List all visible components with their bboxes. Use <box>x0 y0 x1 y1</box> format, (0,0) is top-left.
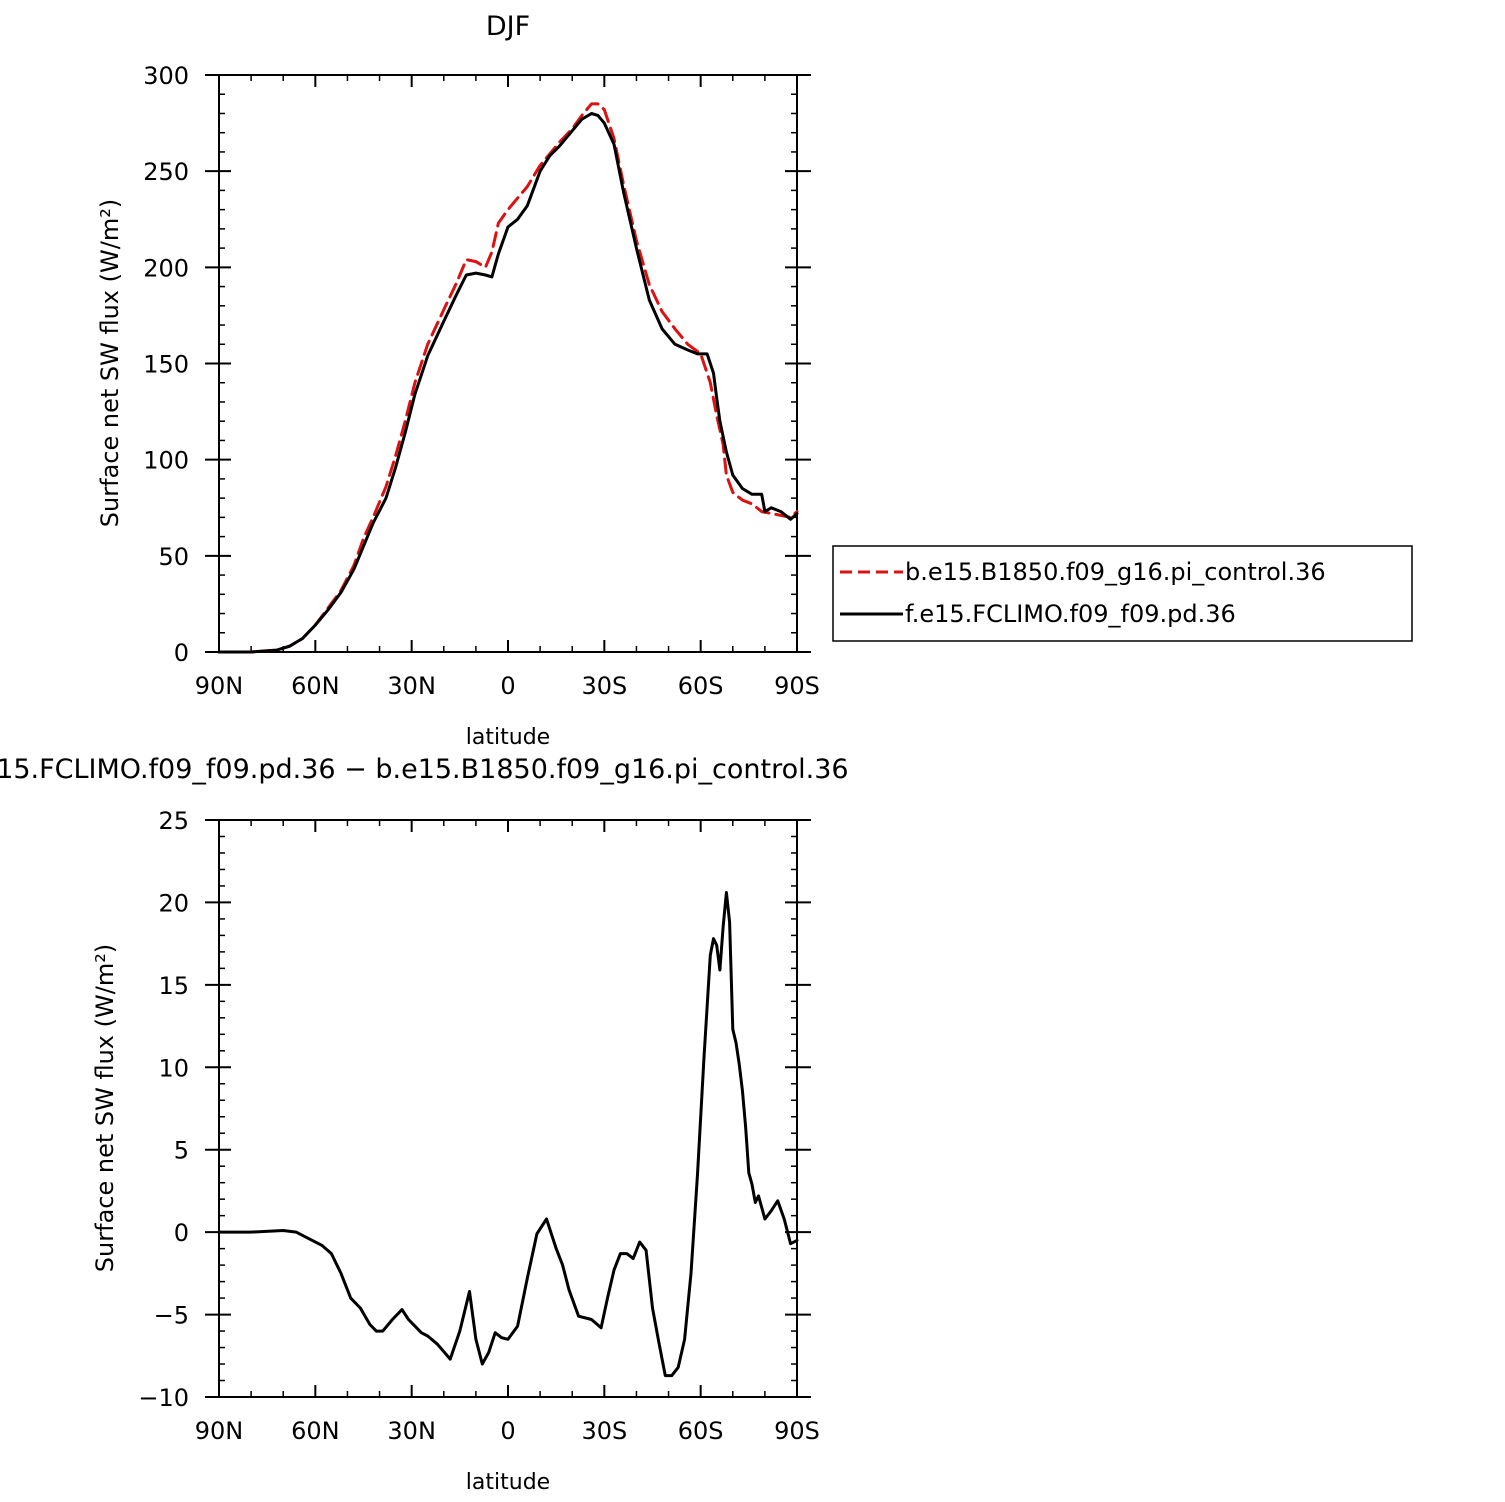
top-y-axis-label: Surface net SW flux (W/m²) <box>96 199 124 527</box>
y-tick-label: 15 <box>158 972 189 1000</box>
x-tick-label: 90S <box>774 1417 820 1445</box>
x-tick-label: 30N <box>387 1417 436 1445</box>
legend: b.e15.B1850.f09_g16.pi_control.36 f.e15.… <box>832 545 1413 642</box>
series-line-0-1 <box>217 112 799 654</box>
y-tick-label: 50 <box>158 543 189 571</box>
y-tick-label: 300 <box>143 62 189 90</box>
y-tick-label: 200 <box>143 254 189 282</box>
legend-box <box>832 545 1413 642</box>
y-tick-label: 20 <box>158 889 189 917</box>
x-tick-label: 60S <box>678 1417 724 1445</box>
x-tick-label: 60N <box>291 672 340 700</box>
x-tick-label: 90N <box>195 1417 244 1445</box>
x-tick-label: 90N <box>195 672 244 700</box>
top-chart-title: DJF <box>486 11 530 42</box>
bottom-plot-frame <box>218 819 798 1398</box>
bottom-chart-title: f.e15.FCLIMO.f09_f09.pd.36 − b.e15.B1850… <box>0 754 849 785</box>
legend-entry-control: b.e15.B1850.f09_g16.pi_control.36 <box>905 558 1326 586</box>
x-tick-label: 0 <box>500 1417 515 1445</box>
top-x-axis-label: latitude <box>466 725 550 750</box>
top-series <box>217 102 799 654</box>
series-line-1-0 <box>217 891 799 1378</box>
top-x-ticks: 90N 60N 30N 0 30S 60S 90S <box>195 75 820 700</box>
y-tick-label: 250 <box>143 158 189 186</box>
x-tick-label: 30S <box>581 1417 627 1445</box>
top-panel: DJF 90N 60N 30N 0 30S 60S 90S 0 50 100 150 200 250 3… <box>96 11 820 750</box>
y-tick-label: 0 <box>174 639 189 667</box>
x-tick-label: 60N <box>291 1417 340 1445</box>
legend-entry-fclimo: f.e15.FCLIMO.f09_f09.pd.36 <box>905 600 1236 628</box>
series-line-0-0 <box>217 102 799 654</box>
bottom-x-axis-label: latitude <box>466 1470 550 1495</box>
x-tick-label: 60S <box>678 672 724 700</box>
y-tick-label: 10 <box>158 1054 189 1082</box>
x-tick-label: 90S <box>774 672 820 700</box>
bottom-y-axis-label: Surface net SW flux (W/m²) <box>91 944 119 1272</box>
y-tick-label: −10 <box>138 1384 189 1412</box>
y-tick-label: −5 <box>154 1302 189 1330</box>
top-y-ticks: 0 50 100 150 200 250 300 <box>143 62 811 667</box>
x-tick-label: 30S <box>581 672 627 700</box>
x-tick-label: 30N <box>387 672 436 700</box>
y-tick-label: 5 <box>174 1137 189 1165</box>
y-tick-label: 25 <box>158 807 189 835</box>
y-tick-label: 100 <box>143 447 189 475</box>
y-tick-label: 0 <box>174 1219 189 1247</box>
x-tick-label: 0 <box>500 672 515 700</box>
y-tick-label: 150 <box>143 351 189 379</box>
bottom-y-ticks: −10 −5 0 5 10 15 20 25 <box>138 807 811 1412</box>
bottom-panel: f.e15.FCLIMO.f09_f09.pd.36 − b.e15.B1850… <box>0 754 849 1495</box>
bottom-series <box>217 891 799 1378</box>
bottom-x-ticks: 90N 60N 30N 0 30S 60S 90S <box>195 820 820 1445</box>
